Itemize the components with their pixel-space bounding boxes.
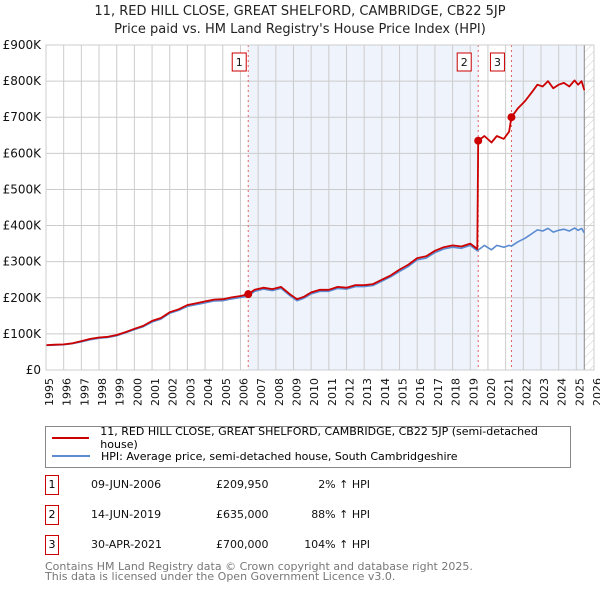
event-label-box: 1 xyxy=(231,52,247,72)
chart-title: 11, RED HILL CLOSE, GREAT SHELFORD, CAMB… xyxy=(94,4,506,19)
y-tick-label: £900K xyxy=(3,38,43,52)
chart-subtitle: Price paid vs. HM Land Registry's House … xyxy=(114,22,486,37)
x-tick-label: 2025 xyxy=(573,378,586,406)
x-tick-label: 2009 xyxy=(290,378,303,406)
event-badge: 3 xyxy=(45,535,59,555)
plot-border xyxy=(45,44,595,371)
x-tick-label: 2018 xyxy=(450,378,463,406)
legend-swatch-red xyxy=(52,437,90,439)
x-tick-label: 2010 xyxy=(308,378,321,406)
event-label-number: 3 xyxy=(494,56,501,69)
x-tick-label: 2008 xyxy=(273,378,286,406)
y-tick-label: £400K xyxy=(3,219,43,233)
x-tick-label: 2011 xyxy=(326,378,339,406)
x-tick-label: 2019 xyxy=(467,378,480,406)
sale-date: 30-APR-2021 xyxy=(91,538,163,551)
y-tick-label: £700K xyxy=(3,110,43,124)
legend: 11, RED HILL CLOSE, GREAT SHELFORD, CAMB… xyxy=(45,425,571,468)
event-label-frame xyxy=(456,52,472,72)
y-tick-label: £100K xyxy=(3,327,43,341)
sale-point xyxy=(244,290,253,299)
legend-label: 11, RED HILL CLOSE, GREAT SHELFORD, CAMB… xyxy=(100,425,538,451)
shaded-region xyxy=(248,45,479,370)
event-label-frame xyxy=(489,52,505,72)
legend-item-hpi: HPI: Average price, semi-detached house,… xyxy=(52,448,458,464)
x-tick-label: 2016 xyxy=(414,378,427,406)
x-tick-label: 2003 xyxy=(184,378,197,406)
event-label-frame xyxy=(231,52,247,72)
x-tick-label: 1996 xyxy=(61,378,74,406)
event-badge: 1 xyxy=(45,475,59,495)
x-tick-label: 2026 xyxy=(591,378,600,406)
x-tick-label: 2020 xyxy=(485,378,498,406)
sale-price: £700,000 xyxy=(216,538,269,551)
sale-hpi-diff: 2% ↑ HPI xyxy=(318,478,370,491)
x-tick-label: 2014 xyxy=(379,378,392,406)
forecast-hatch xyxy=(584,45,594,370)
x-tick-label: 2004 xyxy=(202,378,215,406)
y-tick-label: £600K xyxy=(3,146,43,160)
footer-copyright: Contains HM Land Registry data © Crown c… xyxy=(45,560,473,573)
y-tick-label: £300K xyxy=(3,255,43,269)
x-tick-label: 2005 xyxy=(220,378,233,406)
sale-date: 09-JUN-2006 xyxy=(91,478,162,491)
x-tick-label: 2002 xyxy=(167,378,180,406)
x-tick-label: 2001 xyxy=(149,378,162,406)
event-badge: 2 xyxy=(45,505,59,525)
footer-licence: This data is licensed under the Open Gov… xyxy=(45,570,396,583)
x-tick-label: 2012 xyxy=(344,378,357,406)
sale-price: £209,950 xyxy=(216,478,269,491)
x-tick-label: 2021 xyxy=(503,378,516,406)
event-label-number: 1 xyxy=(236,56,243,69)
x-tick-label: 2022 xyxy=(520,378,533,406)
y-tick-label: £200K xyxy=(3,291,43,305)
y-tick-label: £0 xyxy=(26,363,41,377)
y-tick-label: £500K xyxy=(3,182,43,196)
event-label-box: 2 xyxy=(456,52,472,72)
plot-area: 1995 1996 1997 1998 1999 2000 2001 2002 2003 2004… xyxy=(3,38,600,406)
sale-hpi-diff: 88% ↑ HPI xyxy=(311,508,370,521)
sale-point xyxy=(474,136,483,145)
series-line-property xyxy=(45,79,586,346)
x-tick-label: 1998 xyxy=(96,378,109,406)
sale-price: £635,000 xyxy=(216,508,269,521)
sale-date: 14-JUN-2019 xyxy=(91,508,162,521)
x-tick-label: 2017 xyxy=(432,378,445,406)
event-label-number: 2 xyxy=(461,56,468,69)
x-tick-label: 2023 xyxy=(538,378,551,406)
x-tick-label: 2024 xyxy=(556,378,569,406)
legend-label: HPI: Average price, semi-detached house,… xyxy=(101,449,458,463)
x-tick-label: 2013 xyxy=(361,378,374,406)
event-label-box: 3 xyxy=(489,52,505,72)
x-tick-label: 1999 xyxy=(114,378,127,406)
x-tick-label: 2000 xyxy=(131,378,144,406)
sale-hpi-diff: 104% ↑ HPI xyxy=(304,538,370,551)
x-tick-label: 1997 xyxy=(78,378,91,406)
x-tick-label: 2006 xyxy=(237,378,250,406)
legend-swatch-blue xyxy=(52,455,90,457)
sale-point xyxy=(507,113,516,122)
legend-item-property: 11, RED HILL CLOSE, GREAT SHELFORD, CAMB… xyxy=(52,425,570,451)
x-tick-label: 1995 xyxy=(43,378,56,406)
y-tick-label: £800K xyxy=(3,74,43,88)
x-tick-label: 2015 xyxy=(397,378,410,406)
shaded-region xyxy=(511,45,585,370)
x-tick-label: 2007 xyxy=(255,378,268,406)
